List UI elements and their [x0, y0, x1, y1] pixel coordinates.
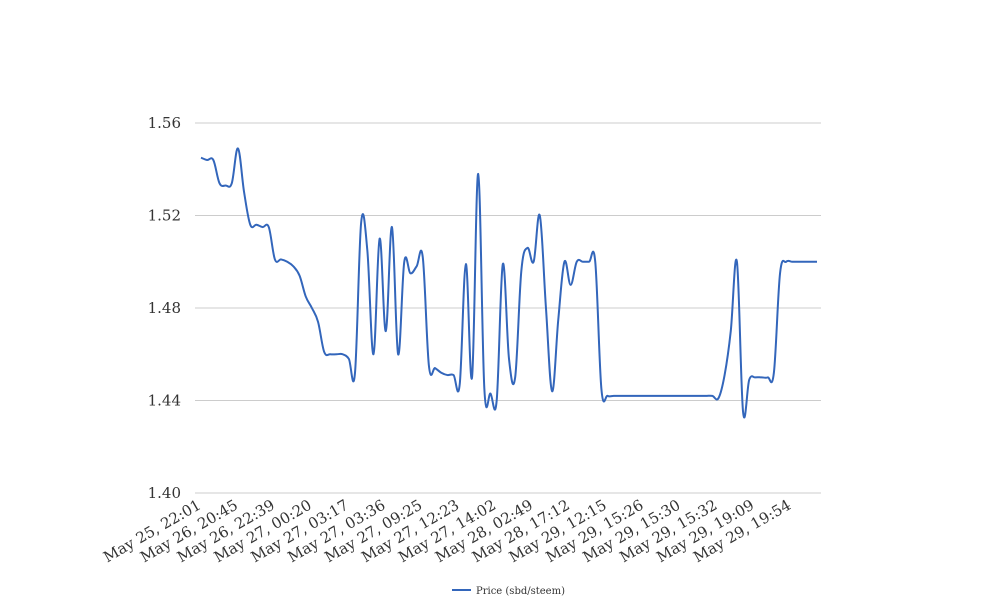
series-line-price	[200, 147, 817, 419]
y-tick-label: 1.44	[148, 392, 181, 410]
series-layer	[200, 147, 817, 419]
legend: Price (sbd/steem)	[452, 586, 565, 597]
y-tick-label: 1.52	[148, 207, 181, 225]
gridlines	[195, 122, 821, 494]
y-tick-label: 1.56	[148, 114, 181, 132]
y-tick-label: 1.40	[148, 484, 181, 502]
y-tick-label: 1.48	[148, 299, 181, 317]
legend-label: Price (sbd/steem)	[476, 586, 565, 597]
y-axis-ticks: 1.40 1.44 1.48 1.52 1.56	[148, 114, 181, 502]
